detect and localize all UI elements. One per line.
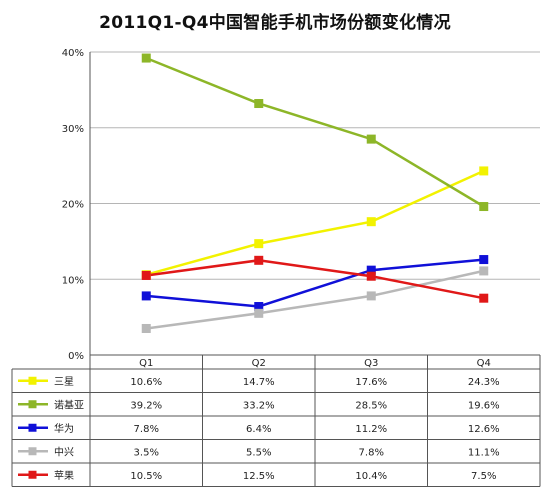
legend-marker xyxy=(28,470,37,479)
data-point xyxy=(366,217,376,227)
y-tick-label: 30% xyxy=(62,124,84,135)
x-tick-label: Q2 xyxy=(252,358,266,369)
data-label: 11.1% xyxy=(468,447,500,458)
data-label: 5.5% xyxy=(246,447,271,458)
legend-marker xyxy=(28,423,37,432)
data-point xyxy=(366,265,376,275)
data-label: 10.5% xyxy=(130,471,162,482)
data-point xyxy=(366,291,376,301)
data-point xyxy=(479,202,489,212)
data-point xyxy=(479,166,489,176)
series-markers xyxy=(141,53,489,333)
data-point xyxy=(254,302,264,312)
data-point xyxy=(141,291,151,301)
data-label: 12.6% xyxy=(468,424,500,435)
legend-label: 苹果 xyxy=(54,469,74,482)
x-tick-label: Q4 xyxy=(477,358,491,369)
data-point xyxy=(254,255,264,265)
data-label: 19.6% xyxy=(468,400,500,411)
data-label: 28.5% xyxy=(355,400,387,411)
data-point xyxy=(366,134,376,144)
y-axis-ticks: 0% 10% 20% 30% 40% xyxy=(62,48,84,362)
data-label: 6.4% xyxy=(246,424,271,435)
series-line xyxy=(145,169,485,276)
data-point xyxy=(141,53,151,63)
x-tick-label: Q1 xyxy=(139,358,153,369)
y-tick-label: 0% xyxy=(68,351,84,362)
legend-label: 三星 xyxy=(54,376,74,388)
data-label: 12.5% xyxy=(243,471,275,482)
data-label: 10.4% xyxy=(355,471,387,482)
data-label: 24.3% xyxy=(468,377,500,388)
legend-marker xyxy=(28,376,37,385)
legend-label: 中兴 xyxy=(54,445,74,458)
data-point xyxy=(141,270,151,280)
data-label: 7.5% xyxy=(471,471,496,482)
series-line xyxy=(146,269,485,330)
y-tick-label: 40% xyxy=(62,48,84,59)
data-point xyxy=(366,271,376,281)
data-label: 33.2% xyxy=(243,400,275,411)
data-table: Q1 Q2 Q3 Q4 三星 10.6% 14.7% 17.6% 24.3% 诺基亚 39.2% 33… xyxy=(11,355,541,487)
y-tick-label: 20% xyxy=(62,200,84,211)
chart-title: 2011Q1-Q4中国智能手机市场份额变化情况 xyxy=(99,13,451,33)
grid-layer xyxy=(89,51,540,356)
series-lines xyxy=(145,56,485,330)
series-line xyxy=(146,259,485,300)
data-label: 10.6% xyxy=(130,377,162,388)
data-label: 17.6% xyxy=(355,377,387,388)
data-label: 7.8% xyxy=(134,424,159,435)
data-point xyxy=(479,255,489,265)
legend-marker xyxy=(28,447,37,456)
data-label: 7.8% xyxy=(359,447,384,458)
y-tick-label: 10% xyxy=(62,275,84,286)
series-line xyxy=(146,258,484,308)
data-label: 14.7% xyxy=(243,377,275,388)
x-tick-label: Q3 xyxy=(364,358,378,369)
data-point xyxy=(254,308,264,318)
data-point xyxy=(479,293,489,303)
data-label: 39.2% xyxy=(130,400,162,411)
data-label: 11.2% xyxy=(355,424,387,435)
legend-label: 华为 xyxy=(54,422,74,435)
data-label: 3.5% xyxy=(134,447,159,458)
series-line xyxy=(145,56,485,208)
data-point xyxy=(141,323,151,333)
data-point xyxy=(254,239,264,249)
legend-marker xyxy=(28,400,37,409)
data-point xyxy=(254,99,264,109)
data-point xyxy=(479,266,489,276)
legend-label: 诺基亚 xyxy=(54,398,84,411)
